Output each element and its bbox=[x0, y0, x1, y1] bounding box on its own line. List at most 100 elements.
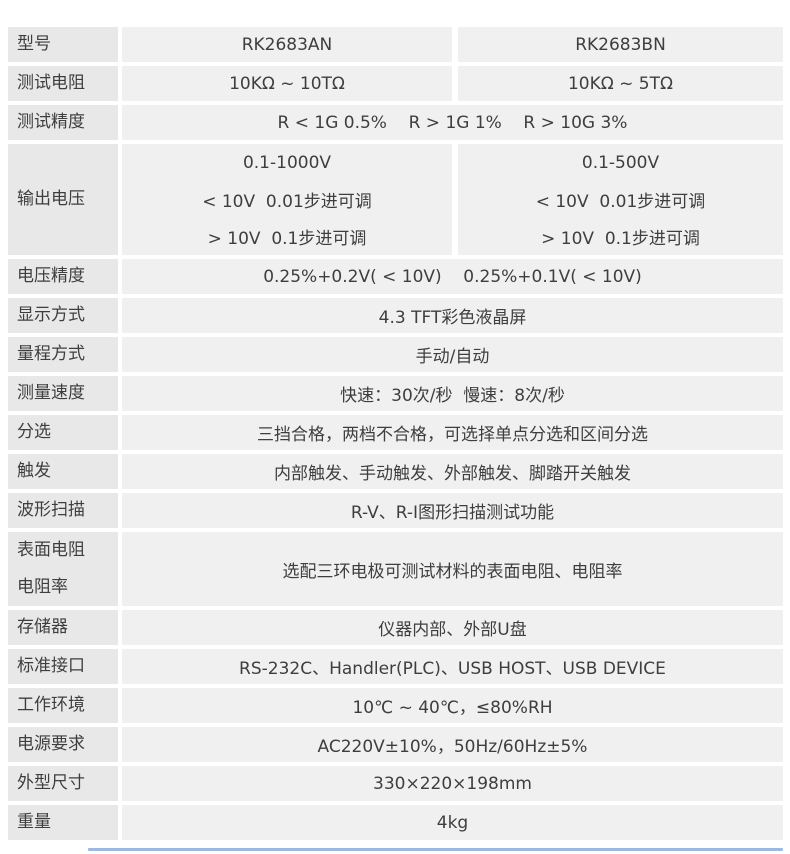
column-gutter bbox=[118, 259, 122, 294]
row-label: 存储器 bbox=[17, 616, 68, 637]
cell-value: R-V、R-I图形扫描测试功能 bbox=[350, 503, 555, 523]
row-label: 型号 bbox=[17, 33, 51, 54]
value-cell-a: 10KΩ ~ 10TΩ bbox=[122, 66, 452, 101]
table-row: 显示方式 4.3 TFT彩色液晶屏 bbox=[8, 298, 783, 333]
table-row: 量程方式 手动/自动 bbox=[8, 337, 783, 372]
row-label: 测试精度 bbox=[17, 111, 85, 132]
cell-value: 三挡合格，两档不合格，可选择单点分选和区间分选 bbox=[257, 425, 648, 445]
merged-value-cell: 10℃ ~ 40℃，≤80%RH bbox=[122, 688, 783, 723]
column-gutter bbox=[118, 27, 122, 62]
cell-value: 10℃ ~ 40℃，≤80%RH bbox=[352, 698, 553, 718]
table-row: 电源要求 AC220V±10%，50Hz/60Hz±5% bbox=[8, 727, 783, 762]
row-label-cell: 重量 bbox=[8, 805, 118, 840]
cell-value: 0.25%+0.2V( < 10V) 0.25%+0.1V( < 10V) bbox=[263, 266, 642, 287]
merged-value-cell: RS-232C、Handler(PLC)、USB HOST、USB DEVICE bbox=[122, 649, 783, 684]
cell-value: RK2683BN bbox=[575, 34, 666, 55]
column-gutter bbox=[452, 144, 458, 255]
row-label-cell: 触发 bbox=[8, 454, 118, 489]
cell-value: RK2683AN bbox=[241, 34, 333, 55]
table-row: 标准接口 RS-232C、Handler(PLC)、USB HOST、USB DE… bbox=[8, 649, 783, 684]
value-cell-b: 0.1-500V < 10V 0.01步进可调 > 10V 0.1步进可调 bbox=[458, 144, 783, 255]
row-label: 分选 bbox=[17, 421, 51, 442]
spec-table: 型号 RK2683AN RK2683BN 测试电阻 10KΩ ~ 10TΩ 10KΩ ~ … bbox=[8, 27, 783, 844]
merged-value-cell: 三挡合格，两档不合格，可选择单点分选和区间分选 bbox=[122, 415, 783, 450]
cell-value: R < 1G 0.5% R > 1G 1% R > 10G 3% bbox=[277, 112, 628, 133]
cell-value: 330×220×198mm bbox=[373, 773, 532, 794]
merged-value-cell: R < 1G 0.5% R > 1G 1% R > 10G 3% bbox=[122, 105, 783, 140]
column-gutter bbox=[118, 337, 122, 372]
column-gutter bbox=[118, 727, 122, 762]
row-label: 输出电压 bbox=[17, 188, 85, 209]
row-label: 外型尺寸 bbox=[17, 772, 85, 793]
column-gutter bbox=[118, 766, 122, 801]
merged-value-cell: 选配三环电极可测试材料的表面电阻、电阻率 bbox=[122, 532, 783, 606]
cell-value: 4kg bbox=[436, 812, 469, 833]
value-cell-b: RK2683BN bbox=[458, 27, 783, 62]
merged-value-cell: 内部触发、手动触发、外部触发、脚踏开关触发 bbox=[122, 454, 783, 489]
merged-value-cell: R-V、R-I图形扫描测试功能 bbox=[122, 493, 783, 528]
table-row: 外型尺寸 330×220×198mm bbox=[8, 766, 783, 801]
row-label-cell: 分选 bbox=[8, 415, 118, 450]
merged-value-cell: 4kg bbox=[122, 805, 783, 840]
value-cell-b: 10KΩ ~ 5TΩ bbox=[458, 66, 783, 101]
table-row: 测试电阻 10KΩ ~ 10TΩ 10KΩ ~ 5TΩ bbox=[8, 66, 783, 101]
table-row: 测试精度 R < 1G 0.5% R > 1G 1% R > 10G 3% bbox=[8, 105, 783, 140]
row-label-cell: 测试精度 bbox=[8, 105, 118, 140]
row-label-cell: 测量速度 bbox=[8, 376, 118, 411]
table-row: 波形扫描 R-V、R-I图形扫描测试功能 bbox=[8, 493, 783, 528]
table-row: 电压精度 0.25%+0.2V( < 10V) 0.25%+0.1V( < 10V… bbox=[8, 259, 783, 294]
row-label: 表面电阻 bbox=[17, 539, 85, 560]
column-gutter bbox=[118, 610, 122, 645]
column-gutter bbox=[118, 144, 122, 255]
row-label: 电阻率 bbox=[17, 576, 68, 597]
row-label-cell: 标准接口 bbox=[8, 649, 118, 684]
row-label: 量程方式 bbox=[17, 343, 85, 364]
row-label-cell: 显示方式 bbox=[8, 298, 118, 333]
cell-value: 选配三环电极可测试材料的表面电阻、电阻率 bbox=[282, 561, 623, 582]
merged-value-cell: 4.3 TFT彩色液晶屏 bbox=[122, 298, 783, 333]
table-row: 测量速度 快速：30次/秒 慢速：8次/秒 bbox=[8, 376, 783, 411]
merged-value-cell: AC220V±10%，50Hz/60Hz±5% bbox=[122, 727, 783, 762]
column-gutter bbox=[452, 27, 458, 62]
column-gutter bbox=[118, 688, 122, 723]
table-row: 分选 三挡合格，两档不合格，可选择单点分选和区间分选 bbox=[8, 415, 783, 450]
row-label-cell: 表面电阻 电阻率 bbox=[8, 532, 118, 606]
cell-value: > 10V 0.1步进可调 bbox=[541, 229, 700, 249]
row-label: 标准接口 bbox=[17, 655, 85, 676]
cell-value: 快速：30次/秒 慢速：8次/秒 bbox=[340, 386, 565, 406]
column-gutter bbox=[118, 805, 122, 840]
row-label-cell: 电源要求 bbox=[8, 727, 118, 762]
cell-value: AC220V±10%，50Hz/60Hz±5% bbox=[317, 737, 588, 757]
row-label: 工作环境 bbox=[17, 694, 85, 715]
column-gutter bbox=[118, 376, 122, 411]
row-label-cell: 电压精度 bbox=[8, 259, 118, 294]
row-label: 触发 bbox=[17, 460, 51, 481]
row-label-cell: 输出电压 bbox=[8, 144, 118, 255]
row-label-cell: 外型尺寸 bbox=[8, 766, 118, 801]
value-cell-a: RK2683AN bbox=[122, 27, 452, 62]
table-row: 输出电压 0.1-1000V < 10V 0.01步进可调 > 10V 0.1步进可调… bbox=[8, 144, 783, 255]
cell-value: RS-232C、Handler(PLC)、USB HOST、USB DEVICE bbox=[239, 659, 666, 679]
cell-value: < 10V 0.01步进可调 bbox=[535, 192, 706, 212]
bottom-accent-line bbox=[88, 848, 783, 851]
column-gutter bbox=[118, 415, 122, 450]
row-label-cell: 波形扫描 bbox=[8, 493, 118, 528]
value-cell-a: 0.1-1000V < 10V 0.01步进可调 > 10V 0.1步进可调 bbox=[122, 144, 452, 255]
column-gutter bbox=[118, 493, 122, 528]
row-label: 波形扫描 bbox=[17, 499, 85, 520]
table-row: 工作环境 10℃ ~ 40℃，≤80%RH bbox=[8, 688, 783, 723]
table-row: 重量 4kg bbox=[8, 805, 783, 840]
merged-value-cell: 0.25%+0.2V( < 10V) 0.25%+0.1V( < 10V) bbox=[122, 259, 783, 294]
column-gutter bbox=[452, 66, 458, 101]
cell-value: 0.1-1000V bbox=[242, 152, 332, 173]
merged-value-cell: 330×220×198mm bbox=[122, 766, 783, 801]
row-label: 测量速度 bbox=[17, 382, 85, 403]
cell-value: 手动/自动 bbox=[415, 347, 490, 367]
row-label: 电压精度 bbox=[17, 265, 85, 286]
row-label-cell: 工作环境 bbox=[8, 688, 118, 723]
row-label-cell: 量程方式 bbox=[8, 337, 118, 372]
row-label: 测试电阻 bbox=[17, 72, 85, 93]
column-gutter bbox=[118, 105, 122, 140]
column-gutter bbox=[118, 298, 122, 333]
table-row: 触发 内部触发、手动触发、外部触发、脚踏开关触发 bbox=[8, 454, 783, 489]
